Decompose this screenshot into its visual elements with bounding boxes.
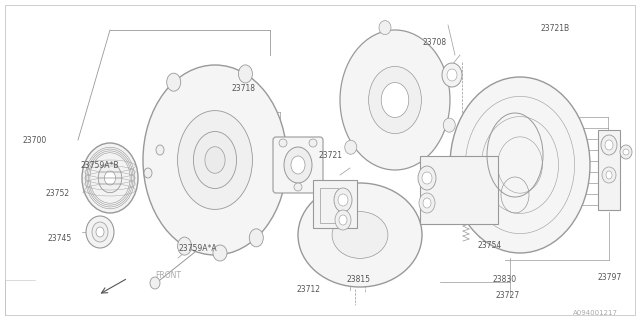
Ellipse shape [335, 210, 351, 230]
Ellipse shape [450, 77, 590, 253]
Ellipse shape [381, 83, 409, 117]
Ellipse shape [250, 229, 263, 247]
Ellipse shape [177, 237, 191, 255]
Ellipse shape [620, 145, 632, 159]
Text: 23815: 23815 [346, 276, 370, 284]
FancyBboxPatch shape [273, 137, 323, 193]
Text: 23721B: 23721B [540, 23, 570, 33]
Ellipse shape [334, 188, 352, 212]
Text: 23752: 23752 [46, 188, 70, 197]
Ellipse shape [422, 172, 432, 184]
Bar [313, 180, 357, 228]
Ellipse shape [339, 215, 347, 225]
Ellipse shape [150, 277, 160, 289]
Ellipse shape [82, 143, 138, 213]
Ellipse shape [156, 145, 164, 155]
Ellipse shape [291, 156, 305, 174]
Ellipse shape [284, 147, 312, 183]
Ellipse shape [205, 147, 225, 173]
Ellipse shape [193, 132, 237, 188]
Ellipse shape [447, 69, 457, 81]
Text: 23721: 23721 [318, 150, 342, 159]
Ellipse shape [239, 65, 252, 83]
Text: 23712: 23712 [296, 285, 320, 294]
Ellipse shape [309, 139, 317, 147]
Ellipse shape [345, 140, 356, 154]
Ellipse shape [418, 166, 436, 190]
Ellipse shape [419, 193, 435, 213]
Text: 23700: 23700 [23, 135, 47, 145]
Ellipse shape [623, 149, 629, 155]
Ellipse shape [143, 65, 287, 255]
Text: 23745: 23745 [48, 234, 72, 243]
Ellipse shape [444, 118, 455, 132]
Ellipse shape [606, 171, 612, 179]
Text: FRONT: FRONT [155, 271, 181, 281]
Bar [420, 156, 498, 224]
Ellipse shape [602, 167, 616, 183]
Ellipse shape [86, 216, 114, 248]
Text: 23759A*A: 23759A*A [179, 244, 218, 252]
Text: 23718: 23718 [231, 84, 255, 92]
Ellipse shape [99, 163, 122, 193]
Ellipse shape [104, 171, 116, 185]
Bar [598, 130, 620, 210]
Ellipse shape [605, 140, 613, 150]
Ellipse shape [423, 198, 431, 208]
Ellipse shape [177, 111, 252, 209]
Ellipse shape [294, 183, 302, 191]
Text: 23727: 23727 [496, 291, 520, 300]
Ellipse shape [213, 245, 227, 261]
Ellipse shape [601, 135, 617, 155]
Text: A094001217: A094001217 [573, 310, 618, 316]
Ellipse shape [298, 183, 422, 287]
Text: 23797: 23797 [598, 274, 622, 283]
Ellipse shape [379, 20, 391, 35]
Ellipse shape [340, 30, 450, 170]
Ellipse shape [332, 212, 388, 259]
Text: 23759A*B: 23759A*B [81, 161, 119, 170]
Ellipse shape [92, 222, 108, 242]
Ellipse shape [96, 227, 104, 237]
Text: 23830: 23830 [493, 276, 517, 284]
Bar [320, 188, 338, 223]
Ellipse shape [442, 63, 462, 87]
Ellipse shape [279, 139, 287, 147]
Text: 23754: 23754 [478, 241, 502, 250]
Ellipse shape [369, 67, 421, 134]
Text: 23708: 23708 [423, 37, 447, 46]
Ellipse shape [144, 168, 152, 178]
Ellipse shape [338, 194, 348, 206]
Ellipse shape [166, 73, 180, 91]
